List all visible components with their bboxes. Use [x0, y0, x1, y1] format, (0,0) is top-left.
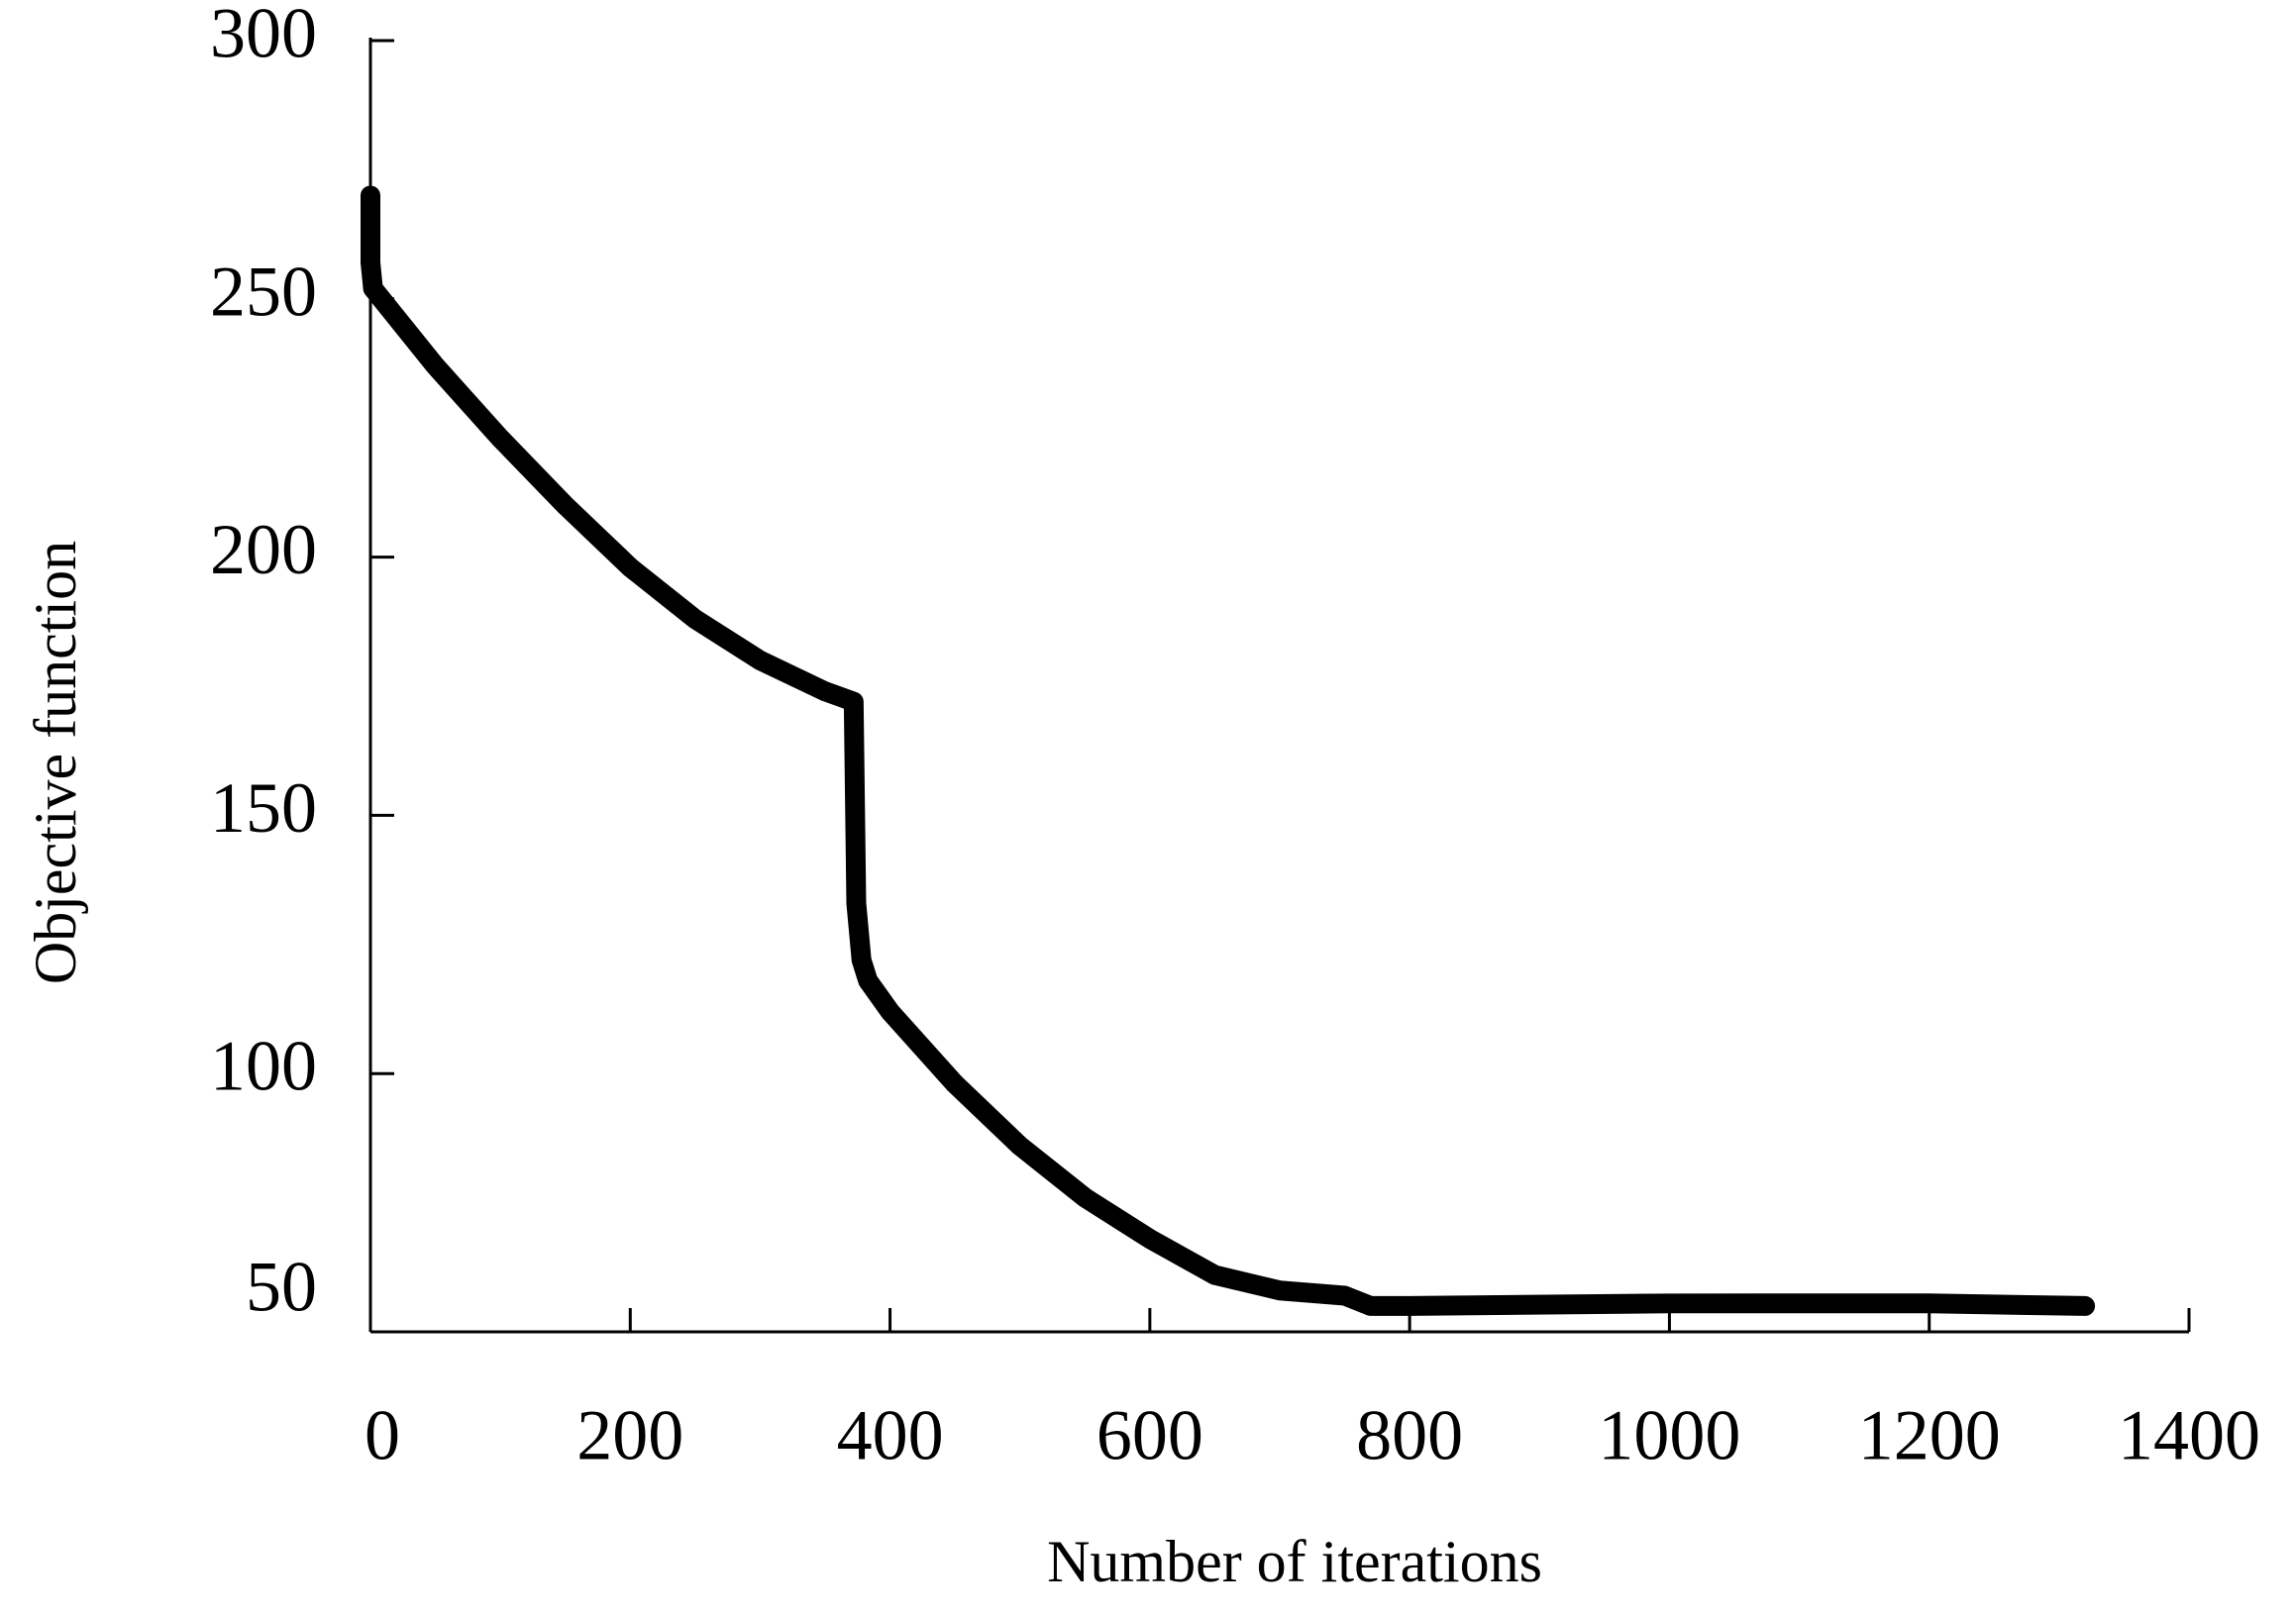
x-tick-label: 0 — [365, 1396, 400, 1475]
x-tick-label: 1000 — [1598, 1396, 1740, 1475]
x-tick-label: 200 — [576, 1396, 683, 1475]
data-line — [361, 185, 2096, 1316]
x-tick-label: 600 — [1096, 1396, 1203, 1475]
y-tick-label: 100 — [210, 1027, 317, 1106]
x-tick-label: 400 — [837, 1396, 944, 1475]
x-tick-label: 800 — [1356, 1396, 1463, 1475]
y-tick-label: 200 — [210, 510, 317, 589]
x-tick-label: 1400 — [2118, 1396, 2260, 1475]
y-tick-label: 50 — [246, 1248, 317, 1327]
y-tick-label: 300 — [210, 0, 317, 73]
y-axis-label: Objective function — [23, 541, 88, 984]
y-tick-label: 250 — [210, 252, 317, 331]
y-tick-label: 150 — [210, 768, 317, 848]
x-tick-label: 1200 — [1858, 1396, 2001, 1475]
x-axis-label: Number of iterations — [1047, 1529, 1542, 1594]
